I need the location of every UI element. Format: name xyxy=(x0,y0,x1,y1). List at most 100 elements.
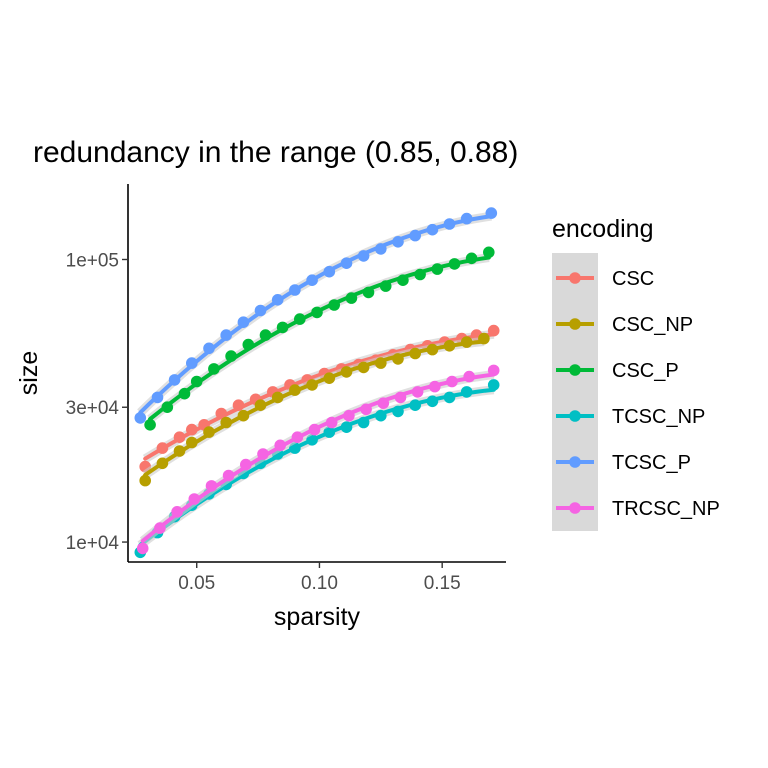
data-point xyxy=(394,391,407,404)
data-point xyxy=(465,252,478,265)
legend-key-point xyxy=(569,410,581,422)
data-point xyxy=(154,522,166,534)
data-point xyxy=(134,412,147,424)
data-point xyxy=(215,407,228,420)
data-point xyxy=(173,431,186,444)
data-point xyxy=(156,442,169,454)
data-point xyxy=(259,329,272,341)
data-point xyxy=(208,363,220,375)
data-point xyxy=(289,384,301,396)
data-point xyxy=(254,304,267,317)
series-layer xyxy=(134,207,500,559)
data-point xyxy=(357,416,370,429)
data-point xyxy=(375,243,387,255)
data-point xyxy=(323,372,336,385)
data-point xyxy=(409,399,422,412)
data-point xyxy=(291,431,304,444)
data-point xyxy=(308,423,321,436)
data-point xyxy=(429,380,441,393)
data-point xyxy=(306,379,318,391)
data-point xyxy=(460,386,473,398)
y-tick-label: 3e+04 xyxy=(66,398,120,419)
data-point xyxy=(240,458,252,471)
data-point xyxy=(168,374,181,386)
legend-label: CSC xyxy=(612,268,654,290)
data-point xyxy=(375,409,387,422)
data-point xyxy=(242,338,255,351)
data-point xyxy=(443,218,456,230)
x-tick-label: 0.05 xyxy=(178,573,215,594)
plot-panel: 0.05 0.10 0.15 1e+04 3e+04 1e+05 xyxy=(66,184,506,594)
data-point xyxy=(392,236,404,248)
data-point xyxy=(257,448,269,460)
data-point xyxy=(340,421,353,434)
data-point xyxy=(220,329,232,341)
legend-key-point xyxy=(569,318,581,330)
data-point xyxy=(443,340,456,352)
data-point xyxy=(411,386,424,398)
data-point xyxy=(431,263,444,275)
x-axis-title: sparsity xyxy=(274,603,361,631)
data-point xyxy=(379,280,392,292)
y-tick-label: 1e+04 xyxy=(66,533,120,554)
data-point xyxy=(448,258,461,270)
data-point xyxy=(340,257,353,270)
data-point xyxy=(343,409,355,422)
data-point xyxy=(426,395,439,408)
data-point xyxy=(136,542,149,555)
data-point xyxy=(328,299,341,311)
data-point xyxy=(414,268,426,281)
legend-label: TRCSC_NP xyxy=(612,498,720,520)
data-point xyxy=(151,391,164,404)
data-point xyxy=(271,391,284,404)
data-point xyxy=(203,342,215,355)
data-point xyxy=(232,399,245,412)
data-point xyxy=(220,416,232,429)
data-point xyxy=(375,357,387,369)
legend-label: CSC_NP xyxy=(612,314,693,336)
data-point xyxy=(357,250,370,262)
legend-label: TCSC_NP xyxy=(612,406,705,428)
series-line xyxy=(138,387,496,547)
data-point xyxy=(188,493,201,505)
data-point xyxy=(323,426,336,438)
data-point xyxy=(186,423,198,436)
series-band xyxy=(137,385,495,549)
data-point xyxy=(487,379,500,391)
data-point xyxy=(186,357,198,369)
legend: encoding CSC CSC_NP CSC_P TCSC_NP TCSC_P TRCS… xyxy=(552,215,720,531)
data-point xyxy=(271,294,284,306)
data-point xyxy=(460,212,473,225)
data-point xyxy=(362,286,375,299)
y-tick-label: 1e+05 xyxy=(66,250,119,271)
data-point xyxy=(190,375,203,388)
data-point xyxy=(306,274,318,287)
data-point xyxy=(161,401,174,414)
data-point xyxy=(463,370,476,383)
data-point xyxy=(357,361,370,374)
data-point xyxy=(139,474,151,487)
data-point xyxy=(186,436,198,449)
x-tick-label: 0.10 xyxy=(301,573,338,594)
data-point xyxy=(487,324,500,337)
data-point xyxy=(225,350,237,362)
legend-key-point xyxy=(569,502,581,514)
data-point xyxy=(392,405,404,418)
data-point xyxy=(340,366,353,378)
y-axis-ticks: 1e+04 3e+04 1e+05 xyxy=(66,250,128,554)
data-point xyxy=(409,229,422,242)
data-point xyxy=(156,457,169,470)
data-point xyxy=(397,274,409,287)
data-point xyxy=(485,207,498,219)
data-point xyxy=(222,469,235,482)
legend-items: CSC CSC_NP CSC_P TCSC_NP TCSC_P TRCSC_NP xyxy=(556,268,720,520)
data-point xyxy=(446,375,458,388)
data-point xyxy=(426,223,439,236)
x-tick-label: 0.15 xyxy=(424,573,461,594)
data-point xyxy=(360,403,372,416)
data-point xyxy=(205,480,218,492)
data-point xyxy=(345,292,358,304)
data-point xyxy=(443,391,456,404)
data-point xyxy=(237,316,250,329)
